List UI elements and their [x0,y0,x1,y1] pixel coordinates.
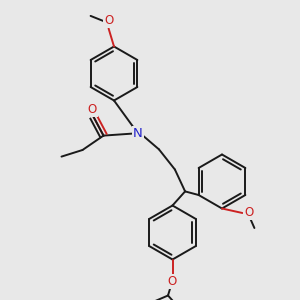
Text: O: O [104,14,113,28]
Text: N: N [133,127,143,140]
Text: O: O [88,103,97,116]
Text: O: O [88,103,97,116]
Text: O: O [168,275,177,288]
Text: O: O [244,206,253,220]
